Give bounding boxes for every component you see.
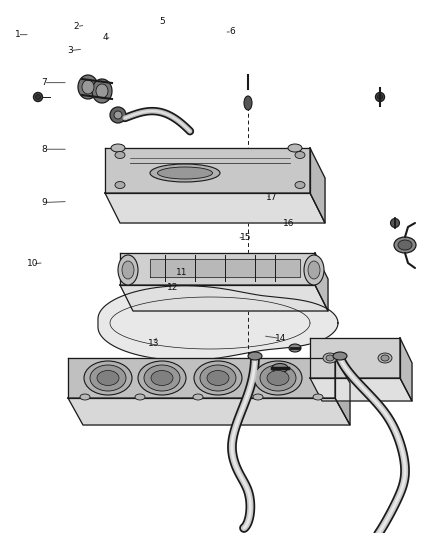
Polygon shape <box>310 338 400 378</box>
Ellipse shape <box>295 182 305 189</box>
Ellipse shape <box>333 352 347 360</box>
Ellipse shape <box>378 353 392 363</box>
Polygon shape <box>400 338 412 401</box>
Ellipse shape <box>253 394 263 400</box>
Polygon shape <box>310 378 412 401</box>
Ellipse shape <box>90 365 126 391</box>
Polygon shape <box>315 253 328 311</box>
Text: 4: 4 <box>102 33 108 42</box>
Text: 14: 14 <box>275 334 286 343</box>
Ellipse shape <box>288 144 302 152</box>
Text: 17: 17 <box>266 193 277 201</box>
Ellipse shape <box>308 261 320 279</box>
Polygon shape <box>335 358 350 425</box>
Text: 16: 16 <box>283 220 295 228</box>
Polygon shape <box>98 286 338 360</box>
Ellipse shape <box>313 394 323 400</box>
Text: 5: 5 <box>159 17 165 26</box>
Ellipse shape <box>35 94 40 100</box>
Ellipse shape <box>97 370 119 385</box>
Ellipse shape <box>244 96 252 110</box>
Text: 12: 12 <box>167 284 179 292</box>
Text: 13: 13 <box>148 340 159 348</box>
Ellipse shape <box>138 361 186 395</box>
Ellipse shape <box>304 255 324 285</box>
Text: 9: 9 <box>41 198 47 207</box>
Polygon shape <box>120 285 328 311</box>
Ellipse shape <box>33 93 42 101</box>
Ellipse shape <box>326 355 334 361</box>
Ellipse shape <box>375 93 385 101</box>
Ellipse shape <box>78 75 98 99</box>
Text: 15: 15 <box>240 233 251 241</box>
Ellipse shape <box>135 394 145 400</box>
Ellipse shape <box>110 107 126 123</box>
Ellipse shape <box>378 94 382 100</box>
Ellipse shape <box>200 365 236 391</box>
Ellipse shape <box>394 237 416 253</box>
Ellipse shape <box>193 394 203 400</box>
Ellipse shape <box>96 84 108 98</box>
Ellipse shape <box>194 361 242 395</box>
Text: 10: 10 <box>27 260 39 268</box>
Ellipse shape <box>295 151 305 158</box>
Ellipse shape <box>207 370 229 385</box>
Polygon shape <box>105 193 325 223</box>
Ellipse shape <box>289 344 301 352</box>
Ellipse shape <box>84 361 132 395</box>
Ellipse shape <box>115 151 125 158</box>
Ellipse shape <box>111 144 125 152</box>
Ellipse shape <box>381 355 389 361</box>
Ellipse shape <box>92 79 112 103</box>
Polygon shape <box>68 358 335 398</box>
Ellipse shape <box>260 365 296 391</box>
Ellipse shape <box>150 164 220 182</box>
Polygon shape <box>310 148 325 223</box>
Ellipse shape <box>158 167 212 179</box>
Ellipse shape <box>122 261 134 279</box>
Ellipse shape <box>114 111 122 119</box>
Text: 6: 6 <box>229 28 235 36</box>
Text: 2: 2 <box>74 22 79 31</box>
Text: 11: 11 <box>176 269 187 277</box>
Ellipse shape <box>144 365 180 391</box>
Ellipse shape <box>398 240 412 250</box>
Ellipse shape <box>82 80 94 94</box>
Text: 8: 8 <box>41 145 47 154</box>
Text: 3: 3 <box>67 46 73 55</box>
Ellipse shape <box>254 361 302 395</box>
Polygon shape <box>120 253 315 285</box>
Ellipse shape <box>267 370 289 385</box>
Polygon shape <box>105 148 310 193</box>
Polygon shape <box>150 259 300 277</box>
Ellipse shape <box>323 353 337 363</box>
Text: 7: 7 <box>41 78 47 87</box>
Text: 1: 1 <box>14 30 21 39</box>
Ellipse shape <box>118 255 138 285</box>
Ellipse shape <box>272 364 288 373</box>
Polygon shape <box>68 398 350 425</box>
Ellipse shape <box>80 394 90 400</box>
Ellipse shape <box>151 370 173 385</box>
Ellipse shape <box>115 182 125 189</box>
Ellipse shape <box>391 219 399 228</box>
Ellipse shape <box>248 352 262 360</box>
